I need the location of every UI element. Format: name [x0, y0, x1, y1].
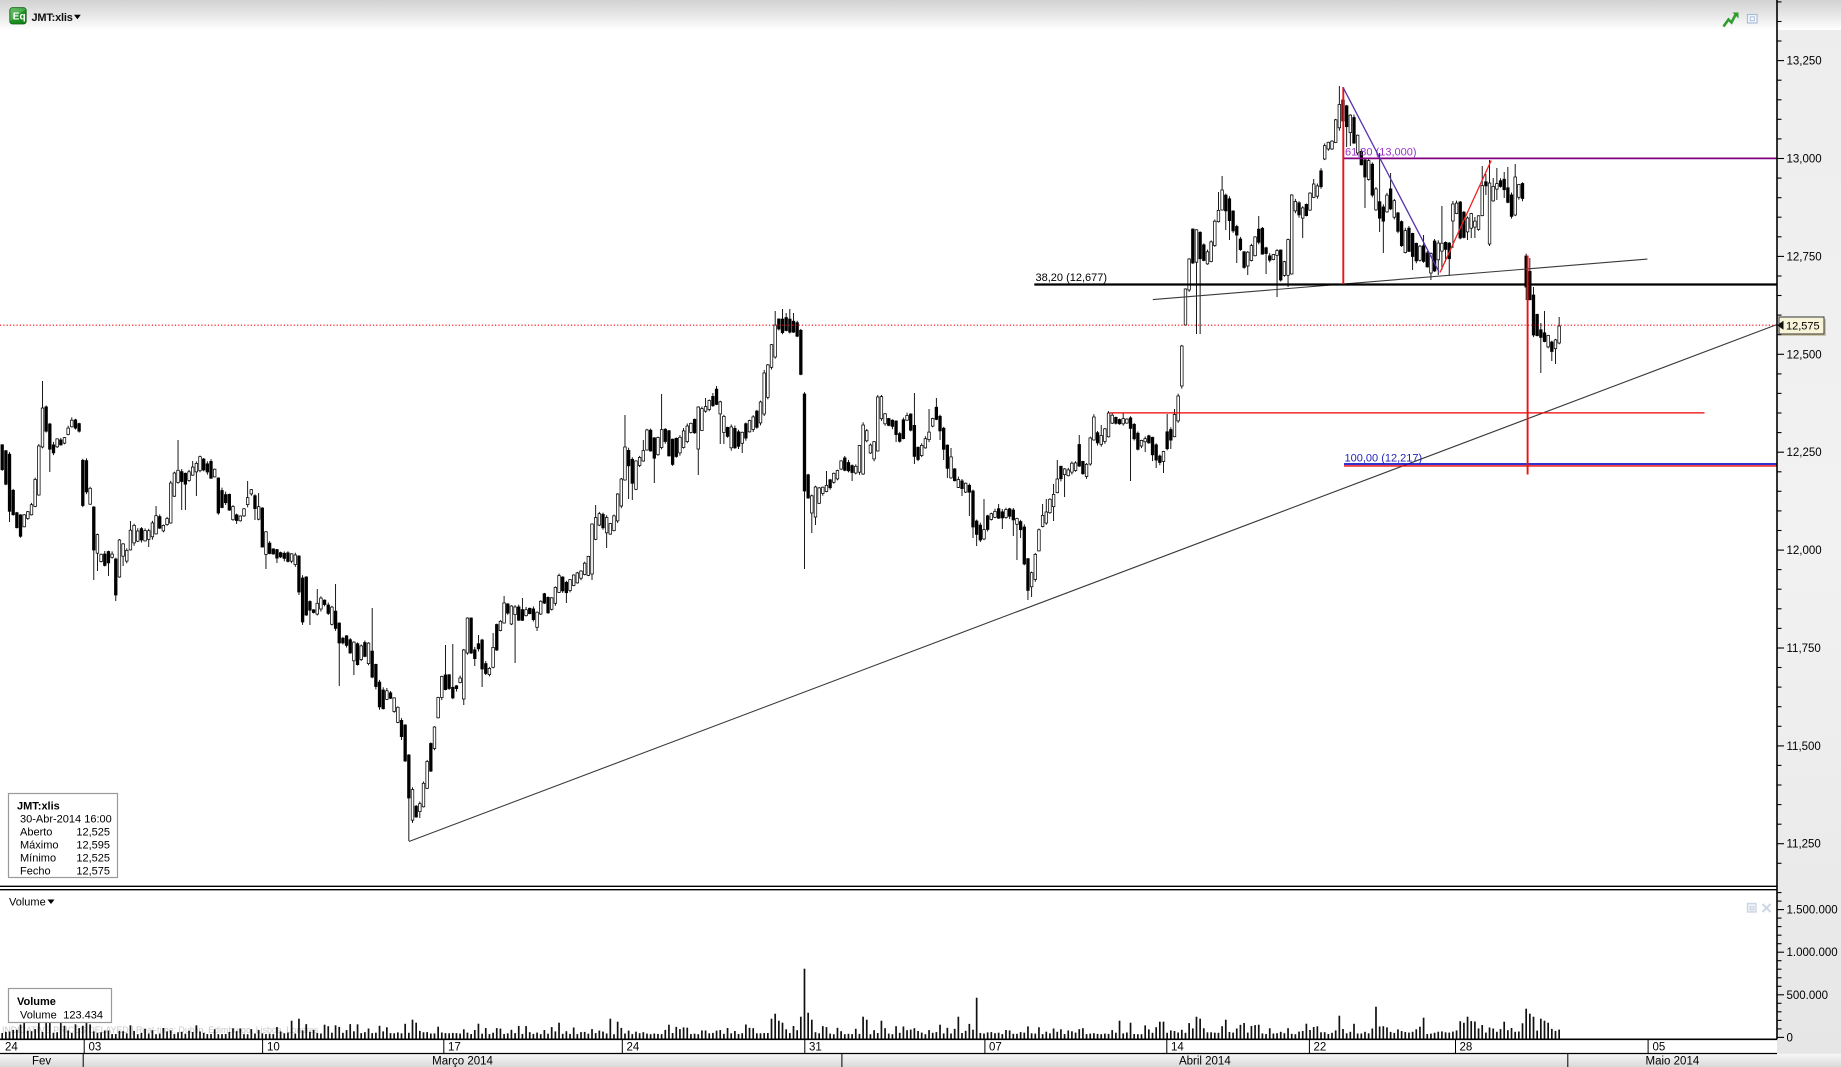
svg-text:12,500: 12,500	[1787, 349, 1822, 361]
svg-text:Máximo: Máximo	[20, 840, 59, 852]
svg-text:123.434: 123.434	[63, 1010, 103, 1022]
svg-text:22: 22	[1314, 1042, 1327, 1054]
svg-text:11,750: 11,750	[1787, 643, 1821, 655]
svg-text:Volume: Volume	[17, 996, 56, 1008]
svg-text:Volume: Volume	[20, 1010, 57, 1022]
svg-text:12,575: 12,575	[76, 866, 110, 878]
svg-text:100,00 (12,217): 100,00 (12,217)	[1345, 453, 1423, 465]
svg-text:Volume: Volume	[9, 897, 46, 909]
svg-text:05: 05	[1653, 1042, 1666, 1054]
svg-text:Março 2014: Março 2014	[432, 1056, 493, 1067]
svg-text:12,525: 12,525	[76, 853, 110, 865]
svg-text:24: 24	[5, 1042, 18, 1054]
svg-text:12,750: 12,750	[1787, 251, 1822, 263]
svg-text:13,000: 13,000	[1787, 154, 1822, 166]
svg-text:Mínimo: Mínimo	[20, 853, 56, 865]
svg-text:11,500: 11,500	[1787, 741, 1821, 753]
svg-text:Fecho: Fecho	[20, 866, 51, 878]
svg-text:14: 14	[1171, 1042, 1184, 1054]
svg-text:INDICATIVE PRICES DELAYED |: INDICATIVE PRICES DELAYED | Real-time: D…	[2, 1025, 319, 1035]
svg-text:Aberto: Aberto	[20, 827, 52, 839]
svg-text:Abril 2014: Abril 2014	[1179, 1056, 1231, 1067]
svg-text:31: 31	[809, 1042, 822, 1054]
svg-text:17: 17	[448, 1042, 461, 1054]
svg-text:1.500.000: 1.500.000	[1787, 905, 1838, 917]
svg-text:JMT:xlis: JMT:xlis	[32, 12, 73, 24]
svg-text:JMT:xlis: JMT:xlis	[17, 801, 60, 813]
svg-text:61,80 (13,000): 61,80 (13,000)	[1345, 147, 1417, 159]
svg-text:500.000: 500.000	[1787, 990, 1829, 1002]
svg-text:07: 07	[989, 1042, 1002, 1054]
svg-text:12,250: 12,250	[1787, 447, 1822, 459]
svg-text:11,250: 11,250	[1787, 839, 1821, 851]
svg-text:03: 03	[89, 1042, 102, 1054]
svg-text:Fev: Fev	[32, 1056, 51, 1067]
svg-text:12,525: 12,525	[76, 827, 110, 839]
svg-text:1.000.000: 1.000.000	[1787, 947, 1838, 959]
svg-text:24: 24	[627, 1042, 640, 1054]
svg-text:0: 0	[1787, 1032, 1793, 1044]
svg-text:28: 28	[1460, 1042, 1473, 1054]
svg-text:12,575: 12,575	[1786, 321, 1820, 333]
svg-text:10: 10	[267, 1042, 280, 1054]
svg-text:12,000: 12,000	[1787, 545, 1822, 557]
svg-text:Eq: Eq	[13, 12, 26, 23]
svg-text:13,250: 13,250	[1787, 56, 1822, 68]
svg-text:Maio 2014: Maio 2014	[1646, 1056, 1700, 1067]
svg-text:38,20 (12,677): 38,20 (12,677)	[1036, 272, 1108, 284]
svg-text:12,595: 12,595	[76, 840, 110, 852]
svg-text:30-Abr-2014 16:00: 30-Abr-2014 16:00	[20, 814, 112, 826]
